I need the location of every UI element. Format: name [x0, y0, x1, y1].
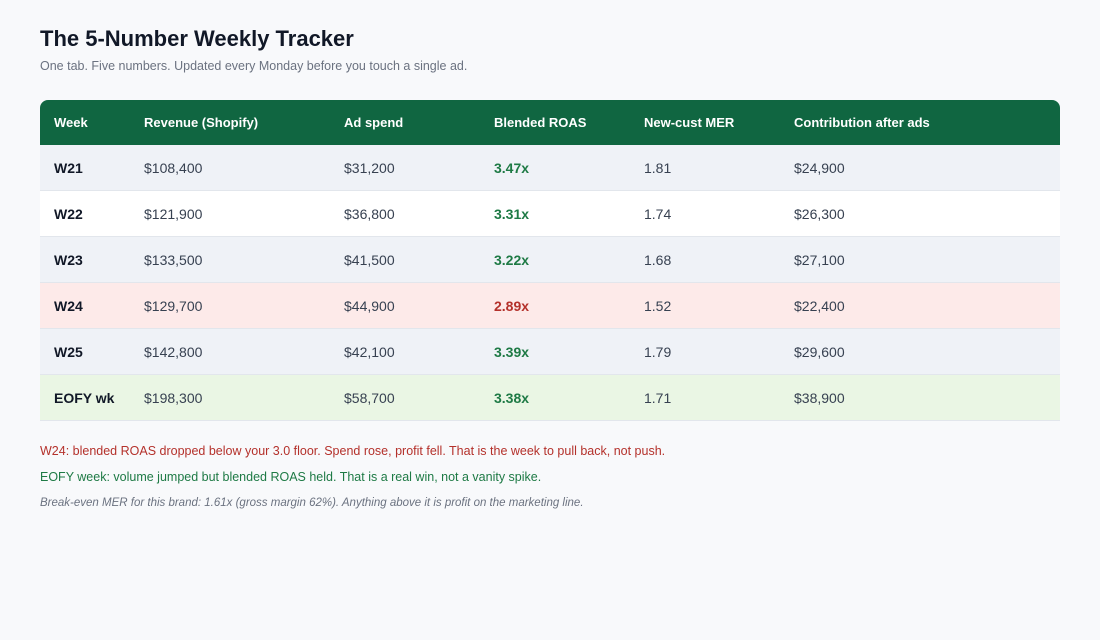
- win-note: EOFY week: volume jumped but blended ROA…: [40, 470, 542, 484]
- contribution-cell: $38,900: [794, 389, 845, 406]
- revenue-cell: $129,700: [144, 297, 203, 314]
- table-row: W23 $133,500 $41,500 3.22x 1.68 $27,100: [40, 237, 1060, 283]
- table-header-row: Week Revenue (Shopify) Ad spend Blended …: [40, 100, 1060, 145]
- warning-note: W24: blended ROAS dropped below your 3.0…: [40, 444, 666, 458]
- tracker-table: Week Revenue (Shopify) Ad spend Blended …: [40, 100, 1060, 421]
- page-title: The 5-Number Weekly Tracker: [40, 26, 354, 51]
- contribution-cell: $24,900: [794, 159, 845, 176]
- table-row: W24 $129,700 $44,900 2.89x 1.52 $22,400: [40, 283, 1060, 329]
- table-row: W25 $142,800 $42,100 3.39x 1.79 $29,600: [40, 329, 1060, 375]
- revenue-cell: $108,400: [144, 159, 203, 176]
- week-cell: W22: [54, 205, 83, 222]
- contribution-cell: $26,300: [794, 205, 845, 222]
- revenue-cell: $142,800: [144, 343, 203, 360]
- roas-cell: 3.31x: [494, 205, 530, 222]
- ad-spend-cell: $41,500: [344, 251, 395, 268]
- revenue-cell: $121,900: [144, 205, 203, 222]
- mer-cell: 1.81: [644, 159, 672, 176]
- roas-cell: 3.22x: [494, 251, 530, 268]
- week-cell: W24: [54, 297, 83, 314]
- column-header-revenue: Revenue (Shopify): [144, 115, 259, 130]
- notes: W24: blended ROAS dropped below your 3.0…: [40, 443, 1060, 511]
- mer-cell: 1.79: [644, 343, 672, 360]
- ad-spend-cell: $31,200: [344, 159, 395, 176]
- week-cell: W25: [54, 343, 83, 360]
- roas-cell: 3.47x: [494, 159, 530, 176]
- column-header-week: Week: [54, 115, 88, 130]
- footnote: Break-even MER for this brand: 1.61x (gr…: [40, 497, 584, 509]
- week-cell: EOFY wk: [54, 389, 115, 406]
- ad-spend-cell: $44,900: [344, 297, 395, 314]
- column-header-ad-spend: Ad spend: [344, 115, 404, 130]
- revenue-cell: $133,500: [144, 251, 203, 268]
- contribution-cell: $22,400: [794, 297, 845, 314]
- page: The 5-Number Weekly Tracker One tab. Fiv…: [40, 26, 1060, 511]
- contribution-cell: $29,600: [794, 343, 845, 360]
- column-header-mer: New-cust MER: [644, 115, 735, 130]
- table-row: W22 $121,900 $36,800 3.31x 1.74 $26,300: [40, 191, 1060, 237]
- revenue-cell: $198,300: [144, 389, 203, 406]
- column-header-roas: Blended ROAS: [494, 115, 587, 130]
- mer-cell: 1.68: [644, 251, 672, 268]
- roas-cell: 2.89x: [494, 297, 530, 314]
- mer-cell: 1.71: [644, 389, 672, 406]
- table-row: W21 $108,400 $31,200 3.47x 1.81 $24,900: [40, 145, 1060, 191]
- week-cell: W21: [54, 159, 83, 176]
- mer-cell: 1.74: [644, 205, 672, 222]
- column-header-contribution: Contribution after ads: [794, 115, 930, 130]
- ad-spend-cell: $36,800: [344, 205, 395, 222]
- roas-cell: 3.38x: [494, 389, 530, 406]
- contribution-cell: $27,100: [794, 251, 845, 268]
- ad-spend-cell: $58,700: [344, 389, 395, 406]
- roas-cell: 3.39x: [494, 343, 530, 360]
- table-body: W21 $108,400 $31,200 3.47x 1.81 $24,900 W22 $12…: [40, 145, 1060, 421]
- mer-cell: 1.52: [644, 297, 672, 314]
- week-cell: W23: [54, 251, 83, 268]
- ad-spend-cell: $42,100: [344, 343, 395, 360]
- page-subtitle: One tab. Five numbers. Updated every Mon…: [40, 59, 468, 73]
- table-row: EOFY wk $198,300 $58,700 3.38x 1.71 $38,900: [40, 375, 1060, 421]
